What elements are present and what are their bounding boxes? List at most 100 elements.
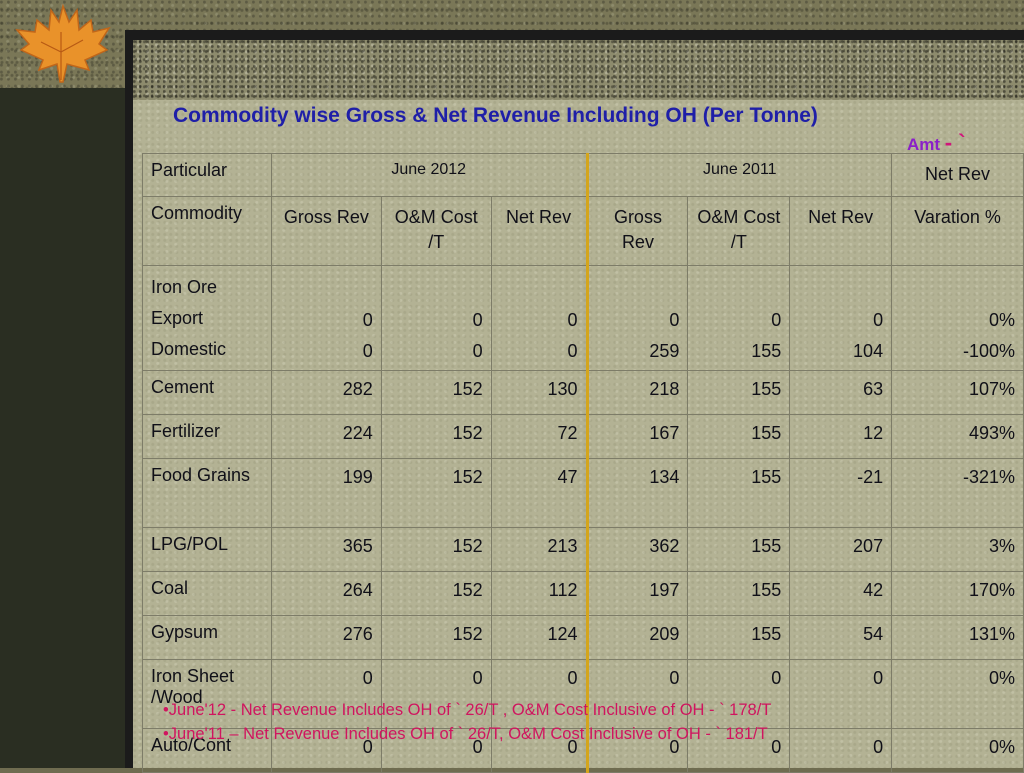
footnote-2011: •June'11 – Net Revenue Includes OH of ` … — [163, 725, 768, 743]
maple-leaf-icon — [15, 3, 111, 83]
cell-om11: 155 — [687, 571, 791, 616]
cell-om11: 155 — [687, 370, 791, 415]
table-row: Iron Sheet /Wood 0 0 0 0 0 0 0% — [142, 659, 1024, 729]
header-commodity: Commodity — [142, 196, 272, 266]
cell-var: 0% — [891, 659, 1024, 729]
header-net-rev: Net Rev — [891, 153, 1024, 197]
cell-n12: 47 — [490, 458, 588, 528]
cell-g12: 0 — [270, 728, 382, 773]
iron-ore-om-2011: 0 155 — [687, 265, 791, 371]
cell-var: 170% — [891, 571, 1024, 616]
cell-n11: 0 — [789, 659, 893, 729]
cell-n11: 63 — [789, 370, 893, 415]
cell-om12: 152 — [380, 571, 492, 616]
cell-om12: 0 — [380, 659, 492, 729]
header-net-rev-2011: Net Rev — [789, 196, 893, 266]
table-row: Cement 282 152 130 218 155 63 107% — [142, 370, 1024, 415]
cell-g12: 365 — [270, 527, 382, 572]
cell-om12: 152 — [380, 615, 492, 660]
cell-g11: 218 — [585, 370, 689, 415]
cell-om12: 152 — [380, 414, 492, 459]
cell-n12: 72 — [490, 414, 588, 459]
commodity-name: Coal — [142, 571, 272, 616]
cell-n12: 0 — [490, 659, 588, 729]
background-top-band — [0, 0, 1024, 30]
cell-g11: 167 — [585, 414, 689, 459]
slide-header-band — [133, 40, 1024, 100]
commodity-name: Cement — [142, 370, 272, 415]
cell-n12: 112 — [490, 571, 588, 616]
iron-ore-variation: 0% -100% — [891, 265, 1024, 371]
cell-om12: 152 — [380, 370, 492, 415]
header-period-2012: June 2012 — [270, 153, 588, 197]
cell-om12: 152 — [380, 458, 492, 528]
iron-ore-gross-2011: 0 259 — [585, 265, 689, 371]
slide-title: Commodity wise Gross & Net Revenue Inclu… — [173, 104, 818, 127]
cell-om12: 152 — [380, 527, 492, 572]
cell-var: 131% — [891, 615, 1024, 660]
commodity-name: Food Grains — [142, 458, 272, 528]
iron-ore-domestic-label: Domestic — [151, 339, 227, 359]
cell-n11: 0 — [789, 728, 893, 773]
cell-n12: 0 — [490, 728, 588, 773]
cell-om12: 0 — [380, 728, 492, 773]
cell-g11: 0 — [585, 728, 689, 773]
cell-om11: 155 — [687, 615, 791, 660]
cell-g11: 197 — [585, 571, 689, 616]
header-gross-rev-2011: Gross Rev — [585, 196, 689, 266]
cell-g11: 0 — [585, 659, 689, 729]
cell-g12: 224 — [270, 414, 382, 459]
commodity-name: Gypsum — [142, 615, 272, 660]
amount-text: Amt — [907, 135, 941, 154]
commodity-name: LPG/POL — [142, 527, 272, 572]
cell-n11: 207 — [789, 527, 893, 572]
background-dark-column — [0, 88, 125, 768]
cell-var: 3% — [891, 527, 1024, 572]
amount-label: Amt - ` — [907, 130, 966, 156]
header-om-cost-2011: O&M Cost /T — [687, 196, 791, 266]
cell-g12: 282 — [270, 370, 382, 415]
cell-g11: 134 — [585, 458, 689, 528]
cell-g12: 276 — [270, 615, 382, 660]
slide-frame-left — [125, 30, 133, 768]
header-particular: Particular — [142, 153, 272, 197]
commodity-name: Fertilizer — [142, 414, 272, 459]
footnotes: •June'12 - Net Revenue Includes OH of ` … — [163, 698, 771, 746]
cell-var: 0% — [891, 728, 1024, 773]
table-row: Auto/Cont 0 0 0 0 0 0 0% — [142, 728, 1024, 773]
iron-ore-labels: Iron Ore Export Domestic — [142, 265, 272, 371]
iron-ore-export-label: Export — [151, 308, 204, 328]
cell-n12: 130 — [490, 370, 588, 415]
cell-g12: 199 — [270, 458, 382, 528]
cell-var: 107% — [891, 370, 1024, 415]
table-row: Fertilizer 224 152 72 167 155 12 493% — [142, 414, 1024, 459]
footnote-2012: •June'12 - Net Revenue Includes OH of ` … — [163, 701, 772, 719]
cell-n11: -21 — [789, 458, 893, 528]
slide-frame-top — [125, 30, 1024, 40]
table-subheader-row: Commodity Gross Rev O&M Cost /T Net Rev … — [142, 196, 1024, 266]
slide: Commodity wise Gross & Net Revenue Inclu… — [133, 40, 1024, 773]
table-header-row: Particular June 2012 June 2011 Net Rev — [142, 153, 1024, 197]
table-row: LPG/POL 365 152 213 362 155 207 3% — [142, 527, 1024, 572]
cell-n11: 12 — [789, 414, 893, 459]
iron-ore-label: Iron Ore — [151, 277, 218, 297]
cell-g11: 362 — [585, 527, 689, 572]
cell-n12: 213 — [490, 527, 588, 572]
table-row: Food Grains 199 152 47 134 155 -21 -321% — [142, 458, 1024, 528]
cell-n12: 124 — [490, 615, 588, 660]
header-period-2011: June 2011 — [585, 153, 893, 197]
cell-g12: 264 — [270, 571, 382, 616]
cell-var: -321% — [891, 458, 1024, 528]
header-net-rev-2012: Net Rev — [490, 196, 588, 266]
cell-g11: 209 — [585, 615, 689, 660]
cell-om11: 155 — [687, 458, 791, 528]
cell-om11: 155 — [687, 527, 791, 572]
cell-om11: 0 — [687, 728, 791, 773]
currency-symbol: - ` — [944, 130, 966, 155]
cell-n11: 42 — [789, 571, 893, 616]
cell-om11: 0 — [687, 659, 791, 729]
